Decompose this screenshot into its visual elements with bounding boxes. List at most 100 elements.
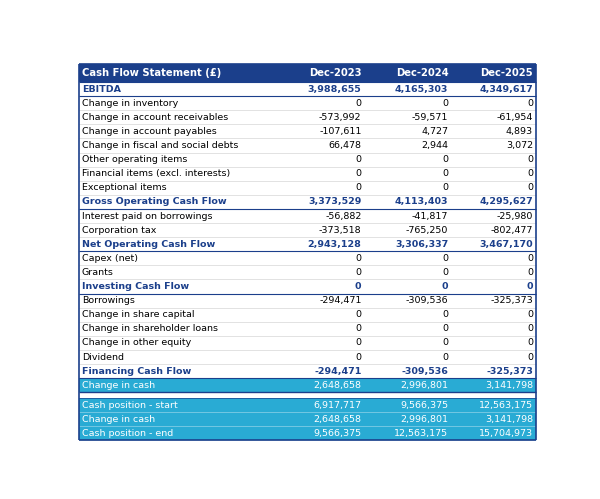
Bar: [365, 279, 452, 293]
Text: Change in shareholder loans: Change in shareholder loans: [82, 324, 218, 333]
Bar: [79, 64, 278, 82]
Bar: [452, 110, 536, 124]
Text: Change in cash: Change in cash: [82, 415, 155, 424]
Text: 0: 0: [527, 169, 533, 178]
Text: 0: 0: [442, 282, 448, 291]
Text: Cash Flow Statement (£): Cash Flow Statement (£): [82, 68, 221, 78]
Text: -294,471: -294,471: [319, 296, 361, 305]
Text: 0: 0: [442, 99, 448, 108]
Bar: [452, 195, 536, 209]
Text: 0: 0: [442, 183, 448, 192]
Bar: [452, 237, 536, 251]
Text: 3,988,655: 3,988,655: [308, 85, 361, 94]
Text: 0: 0: [355, 169, 361, 178]
Text: 3,373,529: 3,373,529: [308, 198, 361, 207]
Bar: [365, 153, 452, 167]
Bar: [278, 124, 365, 138]
Bar: [365, 138, 452, 153]
Bar: [278, 426, 365, 440]
Text: -41,817: -41,817: [412, 212, 448, 221]
Text: Capex (net): Capex (net): [82, 254, 138, 263]
Text: 0: 0: [442, 353, 448, 362]
Bar: [278, 378, 365, 392]
Text: 0: 0: [355, 353, 361, 362]
Text: Net Operating Cash Flow: Net Operating Cash Flow: [82, 240, 215, 249]
Bar: [452, 412, 536, 426]
Text: 6,917,717: 6,917,717: [313, 401, 361, 410]
Text: 2,648,658: 2,648,658: [313, 381, 361, 390]
Bar: [79, 293, 278, 308]
Bar: [365, 265, 452, 279]
Bar: [79, 251, 278, 265]
Bar: [452, 96, 536, 110]
Text: 0: 0: [442, 254, 448, 263]
Bar: [79, 336, 278, 350]
Text: Gross Operating Cash Flow: Gross Operating Cash Flow: [82, 198, 227, 207]
Bar: [452, 398, 536, 412]
Bar: [452, 181, 536, 195]
Bar: [452, 336, 536, 350]
Text: 3,072: 3,072: [506, 141, 533, 150]
Text: 4,349,617: 4,349,617: [479, 85, 533, 94]
Text: 0: 0: [355, 310, 361, 319]
Text: Dividend: Dividend: [82, 353, 124, 362]
Bar: [79, 265, 278, 279]
Text: Corporation tax: Corporation tax: [82, 226, 157, 235]
Text: -325,373: -325,373: [490, 296, 533, 305]
Text: -765,250: -765,250: [406, 226, 448, 235]
Text: -325,373: -325,373: [486, 367, 533, 376]
Text: 0: 0: [442, 310, 448, 319]
Bar: [79, 96, 278, 110]
Bar: [278, 138, 365, 153]
Text: Change in fiscal and social debts: Change in fiscal and social debts: [82, 141, 238, 150]
Text: Investing Cash Flow: Investing Cash Flow: [82, 282, 189, 291]
Bar: [79, 82, 278, 96]
Bar: [278, 237, 365, 251]
Text: -294,471: -294,471: [314, 367, 361, 376]
Bar: [79, 138, 278, 153]
Text: -56,882: -56,882: [325, 212, 361, 221]
Bar: [278, 322, 365, 336]
Bar: [365, 322, 452, 336]
Text: -802,477: -802,477: [491, 226, 533, 235]
Text: 0: 0: [527, 353, 533, 362]
Bar: [365, 364, 452, 378]
Bar: [452, 209, 536, 223]
Bar: [452, 308, 536, 322]
Text: 9,566,375: 9,566,375: [400, 401, 448, 410]
Text: 4,113,403: 4,113,403: [395, 198, 448, 207]
Text: 0: 0: [355, 254, 361, 263]
Text: Cash position - end: Cash position - end: [82, 429, 173, 438]
Bar: [278, 195, 365, 209]
Bar: [79, 398, 278, 412]
Bar: [79, 167, 278, 181]
Text: 3,306,337: 3,306,337: [395, 240, 448, 249]
Bar: [278, 251, 365, 265]
Text: 9,566,375: 9,566,375: [313, 429, 361, 438]
Text: Change in account payables: Change in account payables: [82, 127, 217, 136]
Bar: [278, 364, 365, 378]
Bar: [365, 378, 452, 392]
Text: Financing Cash Flow: Financing Cash Flow: [82, 367, 191, 376]
Text: 0: 0: [355, 183, 361, 192]
Text: 0: 0: [355, 324, 361, 333]
Text: 2,996,801: 2,996,801: [400, 415, 448, 424]
Text: 0: 0: [527, 99, 533, 108]
Text: 0: 0: [442, 268, 448, 277]
Text: -59,571: -59,571: [412, 113, 448, 122]
Text: 0: 0: [442, 155, 448, 164]
Text: 0: 0: [355, 268, 361, 277]
Bar: [365, 426, 452, 440]
Bar: [278, 223, 365, 237]
Bar: [79, 124, 278, 138]
Bar: [278, 96, 365, 110]
Bar: [365, 124, 452, 138]
Text: 4,893: 4,893: [506, 127, 533, 136]
Text: -573,992: -573,992: [319, 113, 361, 122]
Bar: [79, 237, 278, 251]
Bar: [278, 82, 365, 96]
Bar: [365, 64, 452, 82]
Text: Financial items (excl. interests): Financial items (excl. interests): [82, 169, 230, 178]
Bar: [452, 265, 536, 279]
Text: Change in share capital: Change in share capital: [82, 310, 194, 319]
